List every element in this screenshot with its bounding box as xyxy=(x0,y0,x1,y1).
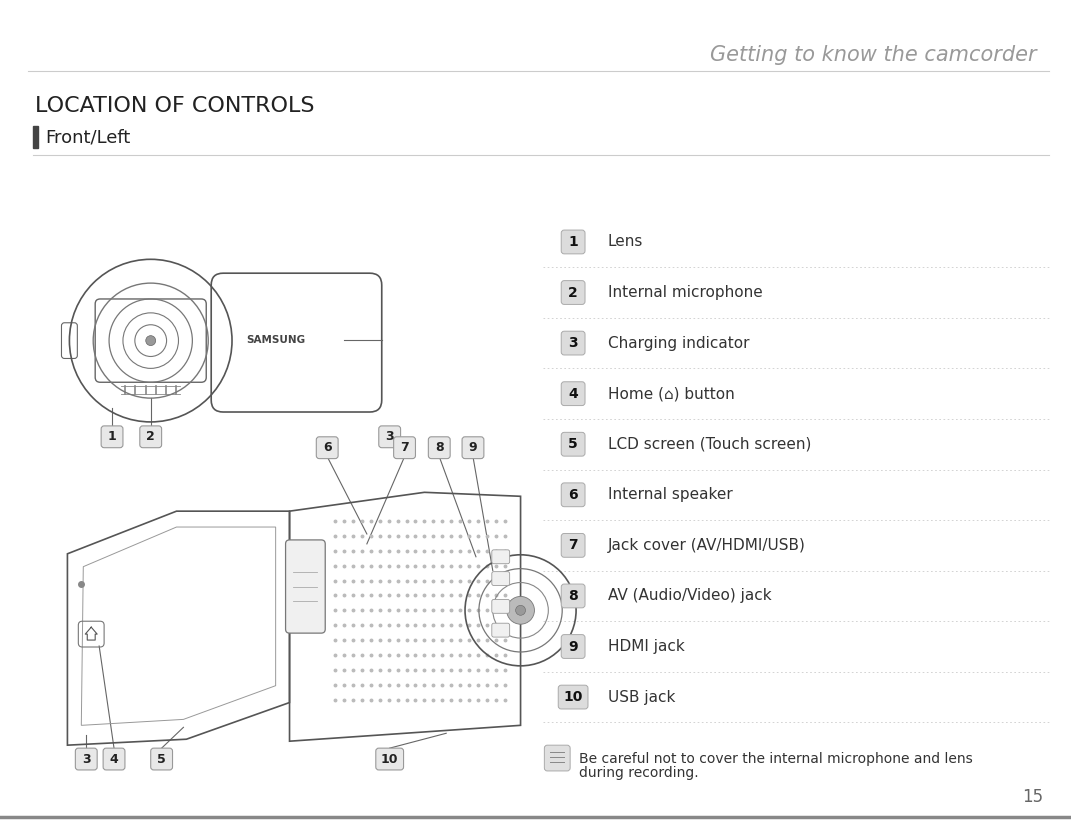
Text: HDMI jack: HDMI jack xyxy=(608,639,685,654)
Bar xyxy=(32,126,38,148)
Text: 3: 3 xyxy=(82,752,91,766)
Text: 6: 6 xyxy=(568,488,578,502)
FancyBboxPatch shape xyxy=(562,281,585,305)
Text: 2: 2 xyxy=(568,286,578,300)
FancyBboxPatch shape xyxy=(562,382,585,406)
FancyBboxPatch shape xyxy=(393,437,416,458)
Text: Be careful not to cover the internal microphone and lens: Be careful not to cover the internal mic… xyxy=(579,752,973,766)
Text: 2: 2 xyxy=(147,430,156,444)
Text: 3: 3 xyxy=(386,430,394,444)
Text: 1: 1 xyxy=(568,235,578,249)
FancyBboxPatch shape xyxy=(379,426,401,448)
FancyBboxPatch shape xyxy=(544,745,570,771)
FancyBboxPatch shape xyxy=(562,230,585,254)
FancyBboxPatch shape xyxy=(316,437,338,458)
Text: 9: 9 xyxy=(568,639,578,653)
Text: AV (Audio/Video) jack: AV (Audio/Video) jack xyxy=(608,588,771,604)
Text: during recording.: during recording. xyxy=(579,766,699,780)
FancyBboxPatch shape xyxy=(285,540,325,633)
Text: 7: 7 xyxy=(401,441,409,454)
Text: 15: 15 xyxy=(1022,788,1043,805)
Text: 5: 5 xyxy=(158,752,166,766)
Text: SAMSUNG: SAMSUNG xyxy=(246,335,306,344)
FancyBboxPatch shape xyxy=(491,623,510,637)
FancyBboxPatch shape xyxy=(491,572,510,586)
FancyBboxPatch shape xyxy=(103,748,125,770)
Text: 6: 6 xyxy=(323,441,332,454)
Text: LCD screen (Touch screen): LCD screen (Touch screen) xyxy=(608,437,811,452)
Text: 4: 4 xyxy=(110,752,119,766)
Circle shape xyxy=(146,335,156,345)
Text: USB jack: USB jack xyxy=(608,690,675,705)
FancyBboxPatch shape xyxy=(562,634,585,658)
FancyBboxPatch shape xyxy=(562,584,585,608)
Text: LOCATION OF CONTROLS: LOCATION OF CONTROLS xyxy=(35,96,314,116)
Text: Lens: Lens xyxy=(608,235,644,249)
FancyBboxPatch shape xyxy=(562,331,585,355)
Text: 8: 8 xyxy=(435,441,444,454)
Text: Charging indicator: Charging indicator xyxy=(608,335,750,350)
Circle shape xyxy=(507,596,535,624)
FancyBboxPatch shape xyxy=(151,748,173,770)
FancyBboxPatch shape xyxy=(76,748,97,770)
Text: 10: 10 xyxy=(381,752,399,766)
FancyBboxPatch shape xyxy=(491,550,510,563)
Text: 8: 8 xyxy=(568,589,578,603)
Text: 5: 5 xyxy=(568,437,578,451)
Text: 9: 9 xyxy=(469,441,477,454)
FancyBboxPatch shape xyxy=(491,600,510,613)
Text: 10: 10 xyxy=(564,690,583,704)
Text: Jack cover (AV/HDMI/USB): Jack cover (AV/HDMI/USB) xyxy=(608,538,806,553)
Text: 4: 4 xyxy=(568,387,578,401)
FancyBboxPatch shape xyxy=(558,686,588,709)
FancyBboxPatch shape xyxy=(462,437,484,458)
Text: Internal speaker: Internal speaker xyxy=(608,487,732,502)
FancyBboxPatch shape xyxy=(562,534,585,558)
Text: Internal microphone: Internal microphone xyxy=(608,285,762,300)
FancyBboxPatch shape xyxy=(102,426,123,448)
FancyBboxPatch shape xyxy=(429,437,450,458)
FancyBboxPatch shape xyxy=(376,748,404,770)
Text: 7: 7 xyxy=(568,539,578,553)
Text: 3: 3 xyxy=(568,336,578,350)
FancyBboxPatch shape xyxy=(139,426,162,448)
Circle shape xyxy=(515,605,526,615)
Text: 1: 1 xyxy=(108,430,117,444)
FancyBboxPatch shape xyxy=(562,432,585,456)
Text: Front/Left: Front/Left xyxy=(45,128,131,146)
Text: Home (⌂) button: Home (⌂) button xyxy=(608,387,734,401)
Text: Getting to know the camcorder: Getting to know the camcorder xyxy=(710,45,1036,65)
FancyBboxPatch shape xyxy=(562,483,585,506)
